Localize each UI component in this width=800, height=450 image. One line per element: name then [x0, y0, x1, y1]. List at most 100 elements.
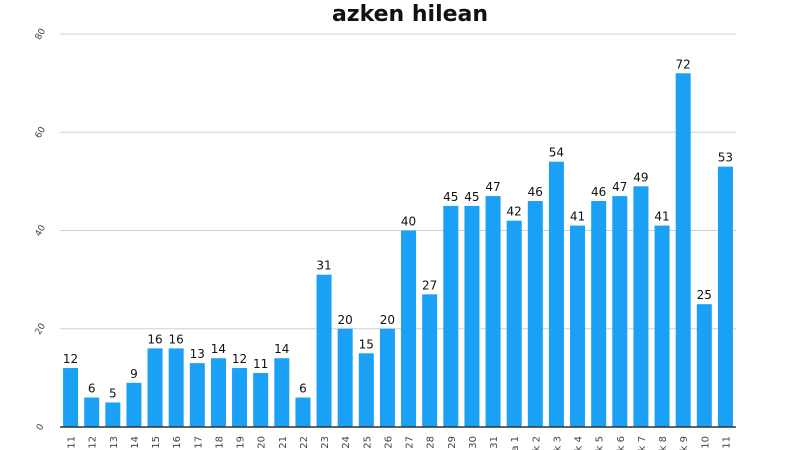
data-label: 47	[612, 180, 627, 194]
bar	[63, 368, 79, 427]
data-label: 9	[130, 367, 138, 381]
data-label: 54	[549, 146, 564, 160]
data-label: 12	[232, 352, 247, 366]
bar	[591, 201, 607, 427]
x-tick-label: k 7	[637, 436, 648, 450]
bar	[443, 205, 459, 427]
bar	[168, 348, 184, 427]
data-label: 15	[359, 337, 374, 351]
bar	[485, 196, 501, 427]
bar	[527, 201, 543, 427]
data-label: 42	[507, 205, 522, 219]
bar	[506, 220, 522, 427]
data-label: 46	[591, 185, 606, 199]
x-tick-label: k 8	[658, 436, 669, 450]
chart-title: azken hilean	[331, 2, 489, 27]
x-tick-label: 25	[362, 436, 373, 449]
data-label: 11	[253, 357, 268, 371]
x-tick-label: 20	[257, 436, 268, 449]
bar	[464, 205, 480, 427]
bar	[633, 186, 649, 427]
x-tick-label: 13	[109, 436, 120, 449]
bar	[358, 353, 374, 427]
bar	[126, 382, 142, 427]
bar	[548, 161, 564, 427]
bar	[274, 358, 290, 427]
data-label: 5	[109, 386, 117, 400]
data-label: 53	[718, 151, 733, 165]
bar	[147, 348, 163, 427]
data-label: 47	[485, 180, 500, 194]
data-label: 45	[464, 190, 479, 204]
bar	[696, 304, 712, 427]
x-tick-label: 31	[489, 436, 500, 449]
bar	[84, 397, 100, 427]
x-tick-label: k 4	[574, 436, 585, 450]
data-label: 12	[63, 352, 78, 366]
data-label: 31	[316, 259, 331, 273]
y-tick-label: 80	[34, 27, 49, 42]
x-tick-label: 28	[426, 436, 437, 449]
bar	[105, 402, 121, 427]
x-tick-label: 24	[341, 436, 352, 449]
x-tick-label: k 2	[531, 436, 542, 450]
data-label: 16	[147, 332, 162, 346]
bar	[295, 397, 311, 427]
x-tick-label: k 9	[679, 436, 690, 450]
bar	[612, 196, 628, 427]
x-tick-label: 27	[405, 436, 416, 449]
bar	[210, 358, 226, 427]
data-label: 6	[88, 382, 96, 396]
x-tick-label: 14	[130, 436, 141, 449]
data-label: 45	[443, 190, 458, 204]
x-tick-label: k 6	[616, 436, 627, 450]
x-tick-label: 15	[151, 436, 162, 449]
y-tick-label: 40	[34, 223, 49, 238]
bar	[337, 328, 353, 427]
data-label: 25	[697, 288, 712, 302]
bar	[316, 274, 332, 427]
x-tick-label: 21	[278, 436, 289, 449]
x-tick-label: k 3	[552, 436, 563, 450]
data-label: 16	[169, 332, 184, 346]
bar	[253, 372, 269, 427]
data-label: 72	[676, 57, 691, 71]
x-tick-label: 18	[214, 436, 225, 449]
x-tick-label: 17	[193, 436, 204, 449]
x-tick-label: 16	[172, 436, 183, 449]
data-label: 27	[422, 278, 437, 292]
x-tick-label: 29	[447, 436, 458, 449]
bar	[422, 294, 438, 427]
x-tick-label: k 5	[595, 436, 606, 450]
x-tick-label: 23	[320, 436, 331, 449]
data-label: 14	[211, 342, 226, 356]
bar	[401, 230, 417, 427]
x-tick-label: 12	[88, 436, 99, 449]
x-tick-label: a 1	[510, 436, 521, 450]
x-tick-label: 10	[700, 436, 711, 449]
data-label: 14	[274, 342, 289, 356]
x-tick-label: 11	[721, 436, 732, 449]
data-label: 41	[570, 210, 585, 224]
y-tick-label: 60	[34, 125, 49, 140]
x-tick-label: 22	[299, 436, 310, 449]
bar	[232, 368, 248, 427]
x-tick-label: 11	[67, 436, 78, 449]
data-label: 40	[401, 215, 416, 229]
y-tick-label: 0	[35, 422, 47, 432]
bar	[570, 225, 586, 427]
data-label: 6	[299, 382, 307, 396]
bar	[654, 225, 670, 427]
x-tick-label: 19	[236, 436, 247, 449]
bar	[717, 166, 733, 427]
data-label: 41	[654, 210, 669, 224]
data-label: 20	[338, 313, 353, 327]
x-tick-label: 26	[383, 436, 394, 449]
data-label: 49	[633, 170, 648, 184]
bar	[189, 363, 205, 427]
data-label: 20	[380, 313, 395, 327]
bar	[675, 73, 691, 428]
data-label: 13	[190, 347, 205, 361]
data-label: 46	[528, 185, 543, 199]
